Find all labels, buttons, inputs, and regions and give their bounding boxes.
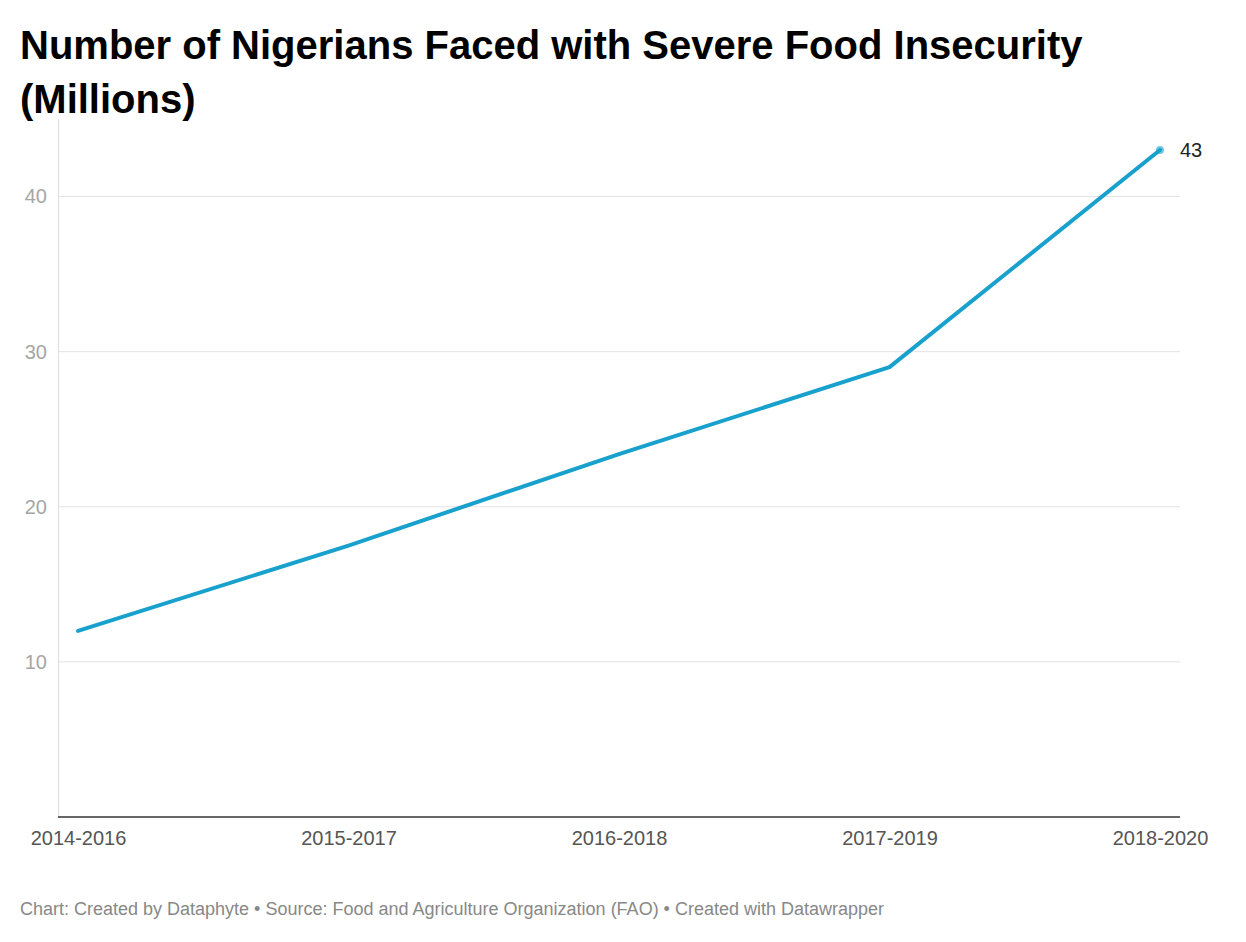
grid: [58, 197, 1180, 662]
y-tick: 10: [25, 651, 58, 673]
y-axis-line: [58, 120, 59, 818]
y-tick-label: 10: [25, 651, 47, 673]
y-axis: 10 20 30 40: [25, 120, 59, 818]
grid-line: [58, 661, 1180, 662]
chart-canvas: 10 20 30 40 2014-2016 2015-2017 2016-2018 2017-…: [0, 0, 1246, 942]
x-axis-line: [58, 816, 1180, 818]
y-tick: 20: [25, 496, 58, 518]
data-point: [1156, 146, 1164, 154]
y-tick-label: 40: [25, 185, 47, 207]
grid-line: [58, 351, 1180, 352]
x-tick-label: 2015-2017: [301, 827, 397, 849]
source-note: Chart: Created by Dataphyte • Source: Fo…: [20, 899, 884, 919]
y-tick: 40: [25, 185, 58, 207]
grid-line: [58, 506, 1180, 507]
y-tick-label: 30: [25, 341, 47, 363]
x-tick: 2016-2018: [572, 817, 668, 849]
chart-title: Number of Nigerians Faced with Severe Fo…: [20, 18, 1220, 126]
data-line: [78, 150, 1160, 631]
x-tick-label: 2017-2019: [842, 827, 938, 849]
x-tick-label: 2016-2018: [572, 827, 668, 849]
x-tick: 2014-2016: [31, 817, 127, 849]
data-labels: 43: [1180, 139, 1202, 161]
x-tick: 2018-2020: [1113, 817, 1209, 849]
x-axis: 2014-2016 2015-2017 2016-2018 2017-2019 2018…: [31, 817, 1209, 849]
x-tick-label: 2014-2016: [31, 827, 127, 849]
y-tick: 30: [25, 341, 58, 363]
y-tick-label: 20: [25, 496, 47, 518]
plot-area: [78, 146, 1164, 631]
x-tick: 2017-2019: [842, 817, 938, 849]
x-tick-label: 2018-2020: [1113, 827, 1209, 849]
grid-line: [58, 196, 1180, 197]
x-tick: 2015-2017: [301, 817, 397, 849]
data-label: 43: [1180, 139, 1202, 161]
